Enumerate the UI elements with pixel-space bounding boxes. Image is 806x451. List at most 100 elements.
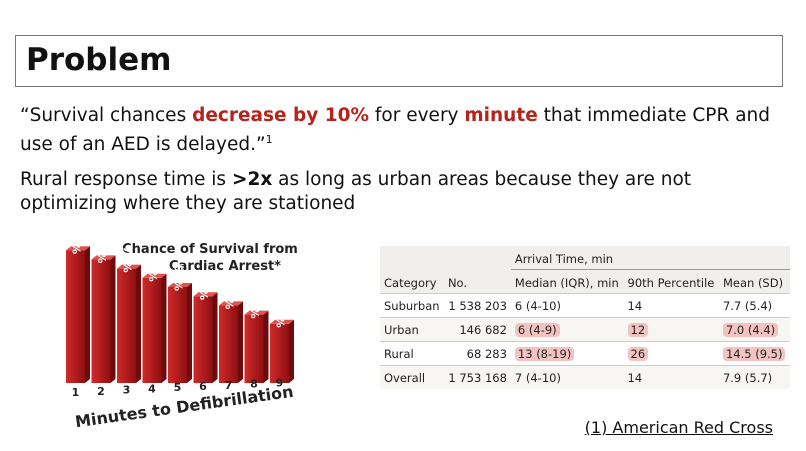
value-label: 20% — [248, 292, 261, 318]
cell-text: 12 — [627, 322, 649, 337]
category-label: 2 — [97, 385, 105, 398]
source: (1) American Red Cross — [584, 418, 773, 437]
cell-text: 14 — [627, 370, 643, 385]
cell: Rural — [380, 342, 444, 366]
cell-text: 14.5 (9.5) — [722, 346, 786, 361]
cell: Suburban — [380, 294, 444, 318]
bar-side — [212, 292, 218, 383]
cell-text: 13 (8-19) — [514, 346, 575, 361]
category-label: 1 — [72, 386, 80, 399]
blank — [380, 246, 444, 270]
footnote-mark: 1 — [265, 133, 273, 146]
quote-text: that immediate CPR and use of an AED is … — [20, 105, 770, 156]
quote-emphasis: minute — [464, 105, 538, 126]
value-label: 90% — [69, 228, 82, 254]
bar — [66, 250, 85, 383]
bar-side — [263, 310, 269, 383]
cell: 13 (8-19) — [511, 342, 624, 366]
cell: Urban — [380, 317, 444, 342]
quote-emphasis: decrease by 10% — [192, 105, 370, 126]
bar-top — [193, 292, 218, 297]
cell-text: 1 753 168 — [448, 370, 507, 385]
value-label: 50% — [172, 265, 185, 291]
cell-text: 6 (4-10) — [514, 298, 561, 313]
category-label: 8 — [250, 378, 258, 391]
cell: 6 (4-9) — [510, 317, 624, 342]
column-header: No. — [443, 269, 511, 294]
rural: Rural response time is >2x as long as ur… — [20, 168, 740, 216]
value-label: 40% — [197, 274, 210, 300]
category-label: 7 — [225, 379, 233, 392]
table-row: Rural 68 283 13 (8-19) 26 14.5 (9.5) — [380, 341, 790, 366]
cell: 68 283 — [444, 342, 511, 366]
rural-text: Rural response time is — [20, 169, 232, 190]
cell: 7.7 (5.4) — [719, 294, 790, 318]
bar-side — [110, 255, 116, 383]
cell: 7.0 (4.4) — [718, 317, 790, 342]
bar — [117, 268, 136, 383]
table-row: Suburban 1 538 203 6 (4-10) 14 7.7 (5.4) — [380, 293, 790, 318]
bar — [270, 323, 289, 383]
rural-emphasis: >2x — [231, 169, 273, 190]
bar-top — [168, 283, 192, 287]
cell-text: Suburban — [384, 298, 440, 313]
cell-text: 7.0 (4.4) — [722, 322, 779, 337]
bar-side — [136, 264, 141, 383]
bar — [91, 259, 111, 383]
bar-top — [66, 246, 90, 251]
table-row: Urban 146 682 6 (4-9) 12 7.0 (4.4) — [380, 317, 790, 342]
bar-side — [289, 319, 294, 383]
value-label: 60% — [146, 255, 159, 281]
cell: 26 — [624, 342, 719, 366]
title: Problem — [26, 42, 172, 78]
value-label: 80% — [95, 237, 108, 263]
cell-text: Urban — [384, 322, 419, 337]
cell: 14 — [624, 294, 719, 318]
column-header: Category — [380, 269, 444, 294]
bar-top — [117, 264, 141, 269]
cell-text: 7.9 (5.7) — [722, 370, 773, 385]
value-label: 70% — [121, 246, 134, 272]
cell: 12 — [623, 317, 719, 342]
cell-text: 6 (4-9) — [514, 322, 560, 337]
group-row: Arrival Time, min — [380, 246, 790, 270]
cell: Overall — [380, 365, 444, 389]
bar-side — [161, 273, 167, 383]
category-label: 6 — [199, 380, 207, 393]
cell: 14.5 (9.5) — [719, 342, 790, 366]
cell-text: 7 (4-10) — [514, 370, 561, 385]
bar-top — [142, 273, 167, 278]
table-head: Arrival Time, min Category No. Median (IQR)… — [380, 246, 790, 294]
cell: 6 (4-10) — [511, 294, 624, 318]
title-box: Problem — [15, 35, 783, 87]
chart-title: Chance of Survival from — [122, 242, 298, 257]
cell-text: 14 — [627, 298, 643, 313]
category-label: 4 — [148, 382, 156, 395]
value-label: 30% — [223, 283, 236, 309]
rural-text: as long as urban areas because they are … — [20, 169, 692, 214]
bar — [168, 287, 187, 383]
bar — [193, 296, 213, 383]
quote-text: “Survival chances — [20, 105, 193, 126]
value-label: 10% — [274, 301, 287, 327]
bar-top — [91, 255, 116, 260]
cell-text: Overall — [384, 370, 426, 385]
blank — [443, 246, 511, 270]
quote: “Survival chances decrease by 10% for ev… — [20, 104, 790, 157]
column-header: 90th Percentile — [623, 269, 719, 294]
bar-top — [219, 301, 243, 306]
cell-text: 26 — [627, 346, 649, 361]
bar — [219, 305, 238, 383]
cell-text: 1 538 203 — [448, 298, 507, 313]
cell-text: Rural — [384, 346, 414, 361]
column-header: Mean (SD) — [718, 269, 790, 294]
table-body: Suburban 1 538 203 6 (4-10) 14 7.7 (5.4) Urba… — [380, 293, 790, 389]
cell: 7.9 (5.7) — [718, 365, 790, 389]
cell: 1 538 203 — [444, 294, 511, 318]
cell-text: 146 682 — [459, 322, 507, 337]
category-label: 9 — [276, 376, 284, 389]
cell: 7 (4-10) — [510, 365, 624, 389]
bar-side — [85, 246, 90, 383]
